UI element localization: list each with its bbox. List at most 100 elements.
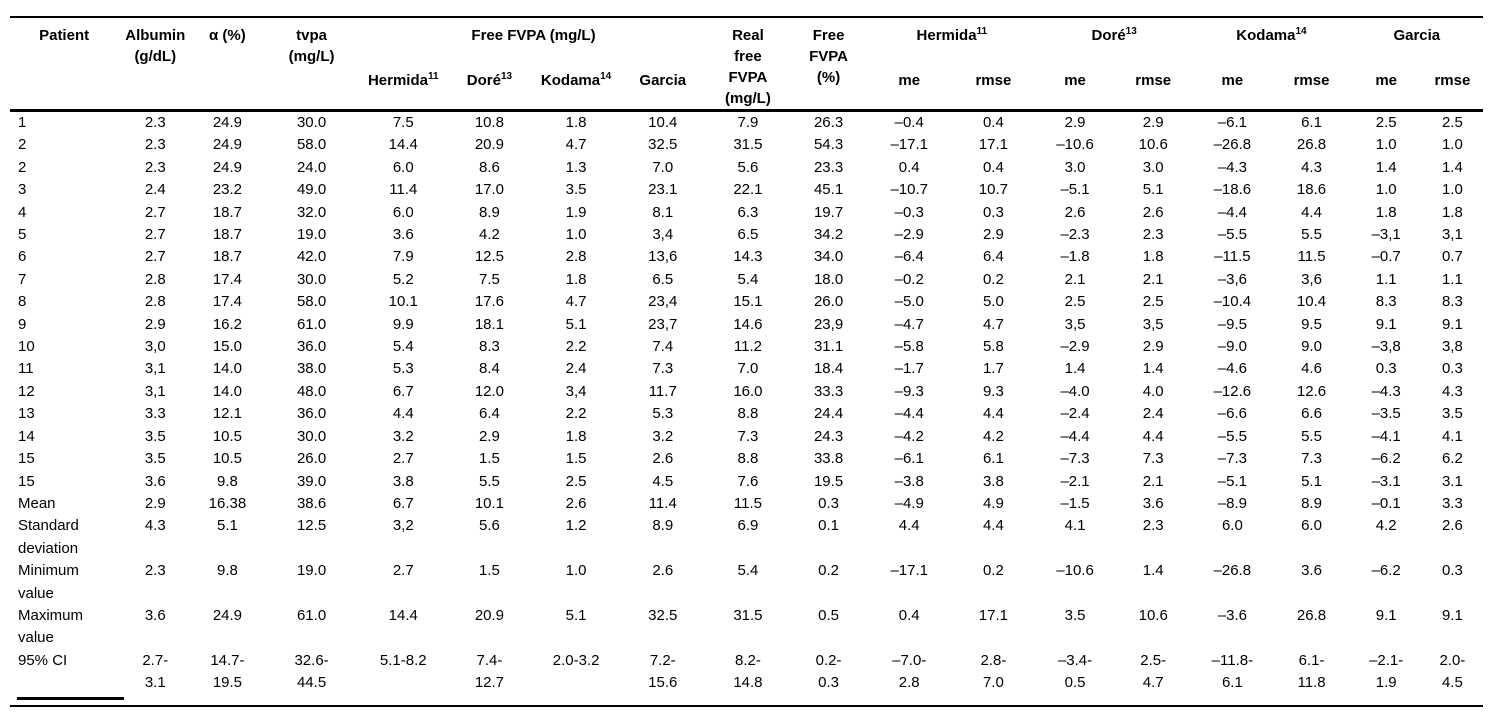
table-cell: 9.9: [392, 315, 414, 333]
table-cell: 2.8- 7.0: [980, 651, 1007, 692]
table-cell: 1.8: [565, 114, 587, 131]
table-cell: 5.1: [216, 517, 238, 535]
table-cell: 0.2- 0.3: [815, 651, 842, 692]
table-cell: 4.4: [982, 405, 1004, 423]
table-cell: 8.9: [478, 203, 500, 221]
row-label-cell: Maximum value: [18, 606, 84, 647]
table-cell: 7.0: [652, 158, 674, 176]
table-cell: 0.3: [1441, 360, 1463, 378]
table-cell: –26.8: [1213, 136, 1252, 154]
col-header-hermida-me: me: [898, 71, 921, 89]
table-cell: 4.1: [1064, 517, 1086, 535]
table-cell: 14.6: [733, 315, 763, 333]
table-cell: 58.0: [296, 293, 327, 311]
table-cell: 17.1: [978, 606, 1008, 624]
table-cell: 23,9: [813, 315, 844, 333]
table-cell: 3,6: [1301, 270, 1322, 288]
table-cell: 2.4: [565, 360, 587, 378]
table-cell: –10.7: [890, 181, 928, 199]
table-cell: 2.3: [144, 158, 166, 176]
table-cell: 4.4: [1142, 427, 1164, 445]
table-cell: 2.9: [1064, 114, 1086, 131]
table-cell: 1.4: [1142, 562, 1164, 580]
table-cell: 32.0: [296, 203, 327, 221]
table-cell: 4.4: [982, 517, 1004, 535]
table-cell: 2.7- 3.1: [142, 651, 169, 692]
table-cell: 7.9: [737, 114, 759, 131]
table-cell: 5.6: [737, 158, 759, 176]
table-cell: 18.7: [212, 226, 243, 244]
table-cell: 2.0- 4.5: [1439, 651, 1466, 692]
table-cell: 17.0: [474, 181, 505, 199]
table-cell: 58.0: [296, 136, 327, 154]
table-cell: 7.9: [392, 248, 414, 266]
table-cell: –2.4: [1060, 405, 1090, 423]
table-cell: –4.0: [1060, 382, 1090, 400]
group-header-garcia: Garcia: [1351, 17, 1483, 65]
table-cell: 34.2: [813, 226, 844, 244]
table-cell: –10.4: [1213, 293, 1252, 311]
free-kodama-label: Kodama: [540, 71, 601, 89]
table-cell: 45.1: [813, 181, 844, 199]
table-cell: 3.6: [144, 472, 166, 490]
row-label-cell: 8: [18, 293, 27, 311]
table-cell: –6.1: [894, 450, 924, 468]
table-cell: –18.6: [1213, 181, 1252, 199]
table-cell: 4.2: [1375, 517, 1397, 535]
table-cell: –2.9: [894, 226, 924, 244]
table-cell: 4.3: [144, 517, 166, 535]
hermida-reference-sup: 11: [976, 26, 988, 37]
table-cell: 5.3: [652, 405, 674, 423]
col-header-tvpa: tvpa (mg/L): [288, 27, 335, 65]
table-cell: 6.1- 11.8: [1297, 651, 1326, 692]
group-header-garcia-label: Garcia: [1393, 27, 1441, 44]
col-header-real-free-fvpa: Real free FVPA (mg/L): [725, 27, 771, 107]
table-cell: –8.9: [1217, 494, 1247, 512]
table-cell: 3.3: [1441, 494, 1463, 512]
col-header-free-dore: Doré13: [446, 65, 533, 111]
table-cell: 32.5: [648, 606, 678, 624]
table-cell: 2.5: [1441, 114, 1463, 131]
table-body: 1 2.3 24.9 30.0 7.5 10.8 1.8 10.4 7.9 26.3 –0.4 0.4…: [10, 111, 1483, 695]
table-cell: 2.3: [144, 114, 166, 131]
table-cell: –4.9: [894, 494, 924, 512]
table-cell: 48.0: [296, 382, 327, 400]
table-cell: 14.4: [388, 136, 418, 154]
table-cell: 3.5: [1064, 606, 1086, 624]
free-hermida-label: Hermida: [367, 71, 428, 89]
table-cell: –5.1: [1060, 181, 1090, 199]
row-label-cell: 7: [18, 270, 27, 288]
table-cell: 19.7: [813, 203, 844, 221]
table-cell: 19.5: [813, 472, 844, 490]
table-cell: –4.1: [1371, 427, 1401, 445]
table-cell: 23.2: [212, 181, 243, 199]
table-cell: 15.1: [733, 293, 763, 311]
table-cell: –17.1: [890, 136, 928, 154]
row-label-cell: 12: [18, 382, 35, 400]
table-cell: 17.6: [474, 293, 505, 311]
table-cell: 30.0: [296, 427, 327, 445]
table-cell: 5.4: [392, 338, 414, 356]
table-cell: –2.1: [1060, 472, 1090, 490]
hermida-reference-sup: 11: [427, 70, 439, 82]
table-cell: 14.0: [212, 382, 243, 400]
table-cell: –6.1: [1217, 114, 1247, 131]
table-cell: –9.0: [1217, 338, 1247, 356]
table-cell: 1.5: [565, 450, 587, 468]
row-label-cell: 3: [18, 181, 27, 199]
table-cell: 14.3: [733, 248, 763, 266]
table-row: 14 3.5 10.5 30.0 3.2 2.9 1.8 3.2 7.3 24.3 –4.2 4.2 –…: [10, 426, 1483, 448]
table-cell: 10.8: [474, 114, 505, 131]
table-cell: 3.8: [392, 472, 414, 490]
table-cell: –1.7: [894, 360, 924, 378]
table-cell: 2.6: [565, 494, 587, 512]
table-cell: 2.6: [1142, 203, 1164, 221]
table-cell: 2.6: [652, 450, 674, 468]
table-cell: 17.4: [212, 270, 243, 288]
bottom-rule: [10, 705, 1483, 707]
table-cell: 1.0: [1375, 181, 1397, 199]
table-cell: 3.0: [1064, 158, 1086, 176]
table-cell: 32.5: [648, 136, 678, 154]
table-cell: 6.7: [392, 382, 414, 400]
col-header-patient: Patient: [39, 27, 90, 44]
